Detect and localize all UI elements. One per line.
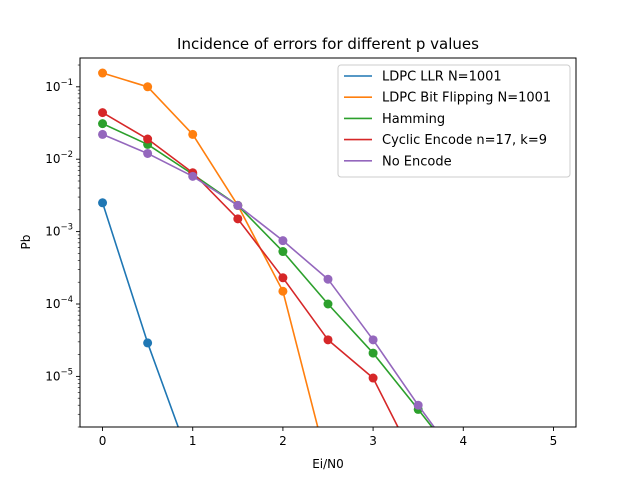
chart-title: Incidence of errors for different p valu… [177,35,479,53]
x-tick-label-1: 1 [189,434,197,448]
legend-label-3: Cyclic Encode n=17, k=9 [382,133,547,148]
x-tick-label-5: 5 [550,434,558,448]
data-point-2-0 [98,119,108,129]
y-axis: 10−510−410−310−210−1 [45,64,80,428]
y-tick-label-2: 10−3 [45,223,73,239]
x-tick-label-4: 4 [459,434,467,448]
data-point-4-4 [278,236,288,246]
y-tick-base-1: 10 [45,297,60,311]
y-tick-label-3: 10−2 [45,150,73,166]
data-point-4-5 [323,274,333,284]
data-point-4-1 [143,148,153,158]
series-line-1 [102,72,319,427]
data-point-2-6 [368,348,378,358]
y-tick-exponent-4: −1 [60,78,73,88]
data-point-2-4 [278,247,288,257]
data-point-4-3 [233,200,243,210]
data-point-4-7 [413,400,423,410]
y-tick-label-0: 10−5 [45,367,73,383]
x-tick-label-2: 2 [279,434,287,448]
y-tick-label-1: 10−4 [45,295,73,311]
data-point-3-6 [368,373,378,383]
data-point-4-2 [188,171,198,181]
y-tick-base-2: 10 [45,225,60,239]
data-point-3-3 [233,214,243,224]
data-point-1-2 [188,129,198,139]
data-point-4-0 [98,129,108,139]
data-point-3-4 [278,273,288,283]
x-axis: 0 1 2 3 4 5 [99,427,558,448]
data-point-3-1 [143,134,153,144]
data-point-0-0 [98,198,108,208]
y-tick-base-0: 10 [45,369,60,383]
x-tick-label-0: 0 [99,434,107,448]
data-point-2-5 [323,299,333,309]
plot-area [98,68,436,427]
data-point-4-6 [368,335,378,345]
y-tick-exponent-1: −4 [60,295,73,305]
series-line-0 [101,202,180,427]
data-point-3-0 [98,108,108,118]
data-point-1-1 [143,82,153,92]
data-point-1-4 [278,286,288,296]
data-point-1-0 [98,68,108,78]
y-tick-exponent-0: −5 [60,367,73,377]
x-axis-label: Ei/N0 [312,457,344,471]
legend-label-0: LDPC LLR N=1001 [382,70,502,85]
data-point-0-1 [143,338,153,348]
series-0 [98,198,180,427]
y-tick-exponent-2: −3 [60,223,73,233]
series-4 [98,129,436,427]
y-tick-label-4: 10−1 [45,78,73,94]
y-tick-exponent-3: −2 [60,150,73,160]
y-axis-label: Pb [19,235,33,250]
y-tick-base-3: 10 [45,152,60,166]
x-tick-label-3: 3 [369,434,377,448]
legend: LDPC LLR N=1001 LDPC Bit Flipping N=1001 H… [337,64,571,178]
axes-frame [79,57,577,428]
legend-box [337,64,571,178]
legend-label-4: No Encode [382,154,452,169]
legend-label-1: LDPC Bit Flipping N=1001 [382,91,551,106]
legend-label-2: Hamming [382,112,445,127]
y-tick-base-4: 10 [45,80,60,94]
data-point-3-5 [323,335,333,345]
